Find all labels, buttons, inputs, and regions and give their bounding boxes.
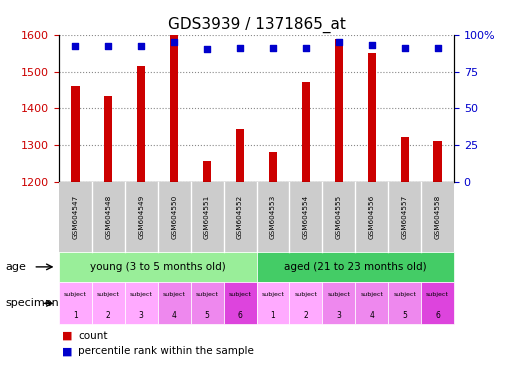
Text: 2: 2 [106,311,111,320]
Text: subject: subject [393,291,416,296]
Text: percentile rank within the sample: percentile rank within the sample [78,346,254,356]
Text: subject: subject [229,291,251,296]
Text: subject: subject [327,291,350,296]
Text: GSM604553: GSM604553 [270,195,276,239]
Text: GSM604549: GSM604549 [139,195,144,239]
Text: 2: 2 [304,311,308,320]
Text: GSM604548: GSM604548 [105,195,111,239]
Text: subject: subject [426,291,449,296]
Text: GSM604555: GSM604555 [336,195,342,239]
Text: subject: subject [195,291,219,296]
Text: GSM604557: GSM604557 [402,195,408,239]
Text: ■: ■ [62,331,72,341]
Text: 4: 4 [369,311,374,320]
Text: specimen: specimen [5,298,59,308]
Bar [401,137,409,182]
Bar [236,129,244,182]
Point [71,43,80,50]
Text: subject: subject [64,291,87,296]
Bar [368,53,376,182]
Text: 1: 1 [73,311,78,320]
Bar [269,152,277,182]
Text: 6: 6 [435,311,440,320]
Point [236,45,244,51]
Text: count: count [78,331,108,341]
Point [433,45,442,51]
Text: GSM604547: GSM604547 [72,195,78,239]
Text: 5: 5 [205,311,210,320]
Bar [302,82,310,182]
Text: aged (21 to 23 months old): aged (21 to 23 months old) [284,262,427,272]
Text: subject: subject [294,291,318,296]
Point [170,39,179,45]
Text: GSM604556: GSM604556 [369,195,374,239]
Text: 3: 3 [337,311,341,320]
Point [269,45,277,51]
Point [401,45,409,51]
Text: age: age [5,262,26,272]
Point [334,39,343,45]
Bar [334,40,343,182]
Point [104,43,112,50]
Text: subject: subject [262,291,284,296]
Bar [71,86,80,182]
Text: GSM604550: GSM604550 [171,195,177,239]
Text: 3: 3 [139,311,144,320]
Text: subject: subject [360,291,383,296]
Bar [104,96,112,182]
Text: subject: subject [163,291,186,296]
Text: 4: 4 [172,311,176,320]
Point [368,42,376,48]
Text: subject: subject [130,291,153,296]
Point [203,46,211,53]
Bar [433,141,442,182]
Bar [203,161,211,182]
Point [137,43,145,50]
Text: 1: 1 [270,311,275,320]
Text: subject: subject [97,291,120,296]
Bar [137,66,145,182]
Text: ■: ■ [62,346,72,356]
Text: GSM604551: GSM604551 [204,195,210,239]
Bar [170,35,179,182]
Text: 5: 5 [402,311,407,320]
Text: GSM604552: GSM604552 [237,195,243,239]
Text: GSM604558: GSM604558 [435,195,441,239]
Text: 6: 6 [238,311,243,320]
Text: GDS3939 / 1371865_at: GDS3939 / 1371865_at [168,17,345,33]
Text: young (3 to 5 months old): young (3 to 5 months old) [90,262,226,272]
Text: GSM604554: GSM604554 [303,195,309,239]
Point [302,45,310,51]
